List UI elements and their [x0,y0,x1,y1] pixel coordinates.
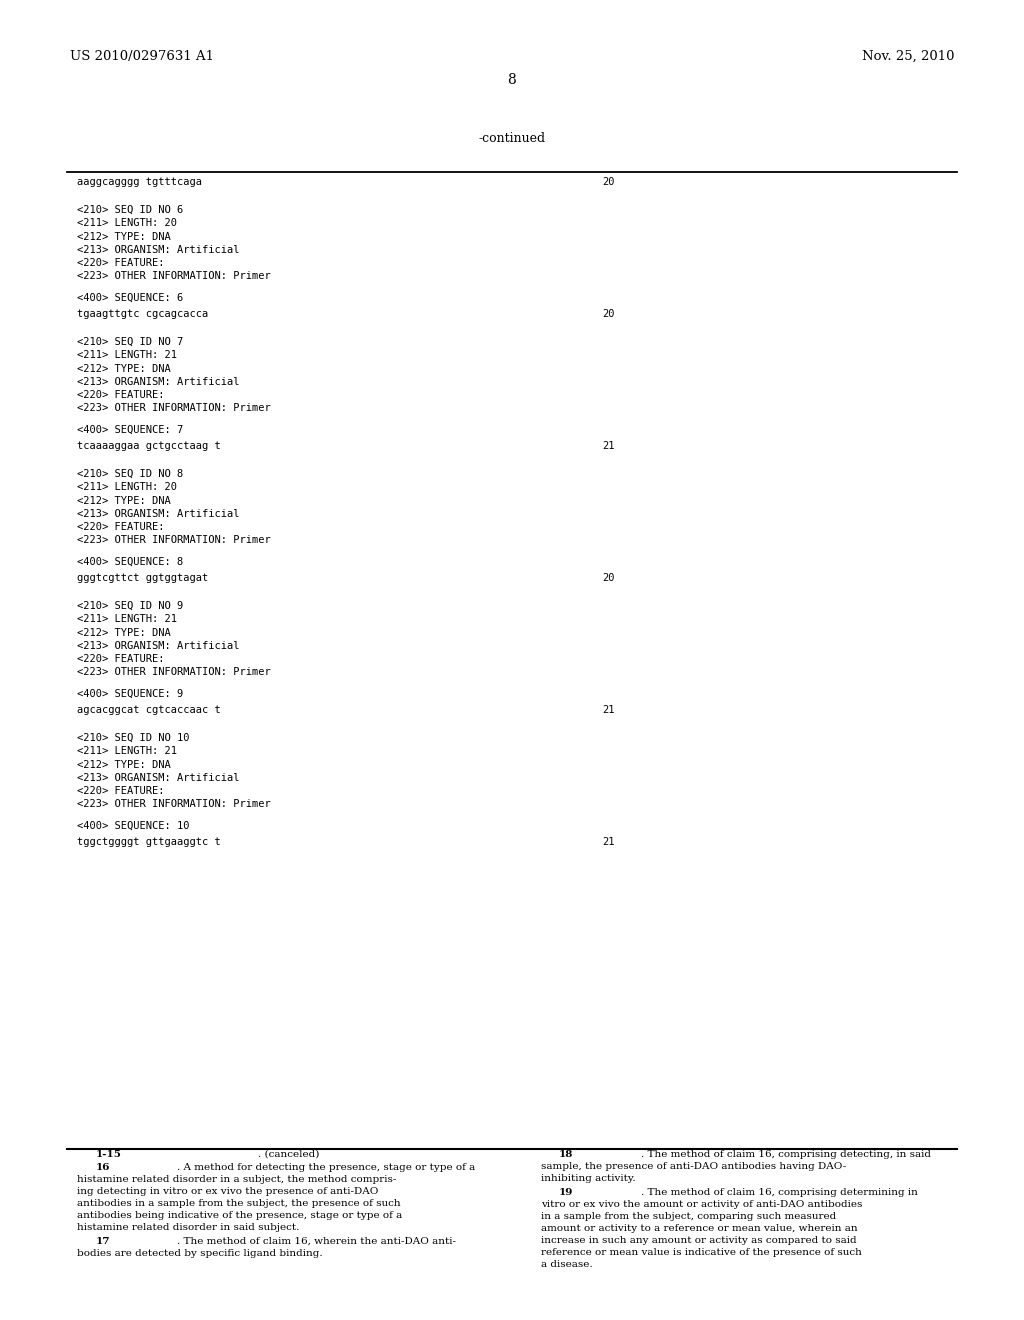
Text: <212> TYPE: DNA: <212> TYPE: DNA [77,231,171,242]
Text: <213> ORGANISM: Artificial: <213> ORGANISM: Artificial [77,772,240,783]
Text: -continued: -continued [478,132,546,145]
Text: 21: 21 [602,705,614,715]
Text: <211> LENGTH: 20: <211> LENGTH: 20 [77,482,177,492]
Text: <210> SEQ ID NO 9: <210> SEQ ID NO 9 [77,601,183,611]
Text: aaggcagggg tgtttcaga: aaggcagggg tgtttcaga [77,177,202,187]
Text: <223> OTHER INFORMATION: Primer: <223> OTHER INFORMATION: Primer [77,271,270,281]
Text: 16: 16 [95,1163,110,1172]
Text: <220> FEATURE:: <220> FEATURE: [77,521,164,532]
Text: <212> TYPE: DNA: <212> TYPE: DNA [77,759,171,770]
Text: <220> FEATURE:: <220> FEATURE: [77,785,164,796]
Text: histamine related disorder in said subject.: histamine related disorder in said subje… [77,1222,299,1232]
Text: in a sample from the subject, comparing such measured: in a sample from the subject, comparing … [541,1212,836,1221]
Text: <210> SEQ ID NO 6: <210> SEQ ID NO 6 [77,205,183,215]
Text: <213> ORGANISM: Artificial: <213> ORGANISM: Artificial [77,508,240,519]
Text: <210> SEQ ID NO 8: <210> SEQ ID NO 8 [77,469,183,479]
Text: vitro or ex vivo the amount or activity of anti-DAO antibodies: vitro or ex vivo the amount or activity … [541,1200,862,1209]
Text: antibodies being indicative of the presence, stage or type of a: antibodies being indicative of the prese… [77,1210,402,1220]
Text: . A method for detecting the presence, stage or type of a: . A method for detecting the presence, s… [176,1163,475,1172]
Text: <223> OTHER INFORMATION: Primer: <223> OTHER INFORMATION: Primer [77,667,270,677]
Text: <211> LENGTH: 20: <211> LENGTH: 20 [77,218,177,228]
Text: US 2010/0297631 A1: US 2010/0297631 A1 [70,50,214,63]
Text: <213> ORGANISM: Artificial: <213> ORGANISM: Artificial [77,376,240,387]
Text: agcacggcat cgtcaccaac t: agcacggcat cgtcaccaac t [77,705,220,715]
Text: tcaaaaggaa gctgcctaag t: tcaaaaggaa gctgcctaag t [77,441,220,451]
Text: <223> OTHER INFORMATION: Primer: <223> OTHER INFORMATION: Primer [77,535,270,545]
Text: <212> TYPE: DNA: <212> TYPE: DNA [77,363,171,374]
Text: 20: 20 [602,573,614,583]
Text: antibodies in a sample from the subject, the presence of such: antibodies in a sample from the subject,… [77,1199,400,1208]
Text: . The method of claim 16, comprising determining in: . The method of claim 16, comprising det… [641,1188,918,1197]
Text: 20: 20 [602,177,614,187]
Text: 21: 21 [602,441,614,451]
Text: <223> OTHER INFORMATION: Primer: <223> OTHER INFORMATION: Primer [77,799,270,809]
Text: tggctggggt gttgaaggtc t: tggctggggt gttgaaggtc t [77,837,220,847]
Text: gggtcgttct ggtggtagat: gggtcgttct ggtggtagat [77,573,208,583]
Text: amount or activity to a reference or mean value, wherein an: amount or activity to a reference or mea… [541,1224,857,1233]
Text: 8: 8 [508,73,516,87]
Text: <211> LENGTH: 21: <211> LENGTH: 21 [77,350,177,360]
Text: increase in such any amount or activity as compared to said: increase in such any amount or activity … [541,1236,856,1245]
Text: <400> SEQUENCE: 7: <400> SEQUENCE: 7 [77,424,183,434]
Text: reference or mean value is indicative of the presence of such: reference or mean value is indicative of… [541,1247,861,1257]
Text: a disease.: a disease. [541,1259,592,1269]
Text: bodies are detected by specific ligand binding.: bodies are detected by specific ligand b… [77,1249,323,1258]
Text: inhibiting activity.: inhibiting activity. [541,1173,635,1183]
Text: tgaagttgtc cgcagcacca: tgaagttgtc cgcagcacca [77,309,208,319]
Text: 20: 20 [602,309,614,319]
Text: histamine related disorder in a subject, the method compris-: histamine related disorder in a subject,… [77,1175,396,1184]
Text: <400> SEQUENCE: 10: <400> SEQUENCE: 10 [77,820,189,830]
Text: 19: 19 [559,1188,573,1197]
Text: ing detecting in vitro or ex vivo the presence of anti-DAO: ing detecting in vitro or ex vivo the pr… [77,1187,378,1196]
Text: <212> TYPE: DNA: <212> TYPE: DNA [77,627,171,638]
Text: Nov. 25, 2010: Nov. 25, 2010 [862,50,954,63]
Text: 21: 21 [602,837,614,847]
Text: . The method of claim 16, comprising detecting, in said: . The method of claim 16, comprising det… [641,1150,931,1159]
Text: <211> LENGTH: 21: <211> LENGTH: 21 [77,614,177,624]
Text: . (canceled): . (canceled) [258,1150,319,1159]
Text: sample, the presence of anti-DAO antibodies having DAO-: sample, the presence of anti-DAO antibod… [541,1162,846,1171]
Text: <212> TYPE: DNA: <212> TYPE: DNA [77,495,171,506]
Text: <213> ORGANISM: Artificial: <213> ORGANISM: Artificial [77,640,240,651]
Text: <400> SEQUENCE: 9: <400> SEQUENCE: 9 [77,688,183,698]
Text: <223> OTHER INFORMATION: Primer: <223> OTHER INFORMATION: Primer [77,403,270,413]
Text: <210> SEQ ID NO 7: <210> SEQ ID NO 7 [77,337,183,347]
Text: <220> FEATURE:: <220> FEATURE: [77,389,164,400]
Text: <211> LENGTH: 21: <211> LENGTH: 21 [77,746,177,756]
Text: <213> ORGANISM: Artificial: <213> ORGANISM: Artificial [77,244,240,255]
Text: <210> SEQ ID NO 10: <210> SEQ ID NO 10 [77,733,189,743]
Text: 17: 17 [95,1237,110,1246]
Text: 1-15: 1-15 [95,1150,121,1159]
Text: <220> FEATURE:: <220> FEATURE: [77,653,164,664]
Text: . The method of claim 16, wherein the anti-DAO anti-: . The method of claim 16, wherein the an… [176,1237,456,1246]
Text: 18: 18 [559,1150,573,1159]
Text: <220> FEATURE:: <220> FEATURE: [77,257,164,268]
Text: <400> SEQUENCE: 6: <400> SEQUENCE: 6 [77,292,183,302]
Text: <400> SEQUENCE: 8: <400> SEQUENCE: 8 [77,556,183,566]
